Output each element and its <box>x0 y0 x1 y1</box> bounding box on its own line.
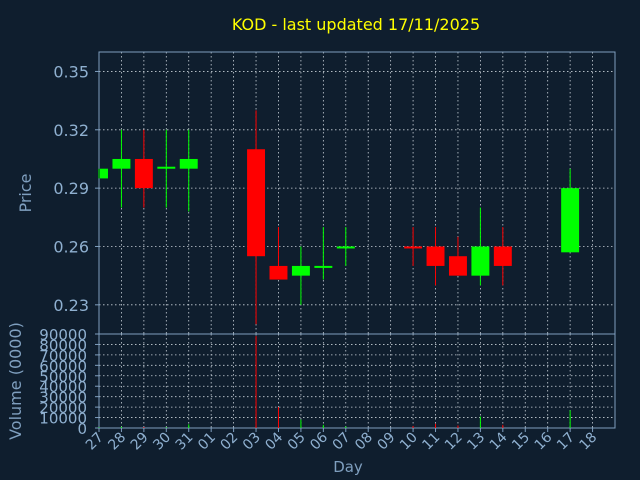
volume-bars <box>98 336 571 428</box>
candle-body <box>247 149 266 257</box>
price-tick-label: 0.35 <box>53 62 89 81</box>
volume-tick-label: 60000 <box>39 357 87 375</box>
candle-body <box>291 265 310 276</box>
price-tick-label: 0.32 <box>53 121 89 140</box>
candle-body <box>112 158 131 169</box>
price-tick-label: 0.26 <box>53 237 89 256</box>
x-axis: 2728293031010203040506070809101112131415… <box>83 428 600 453</box>
candle-body <box>336 246 355 249</box>
candle-body <box>561 188 580 253</box>
volume-panel-frame <box>98 333 616 429</box>
volume-tick-label: 70000 <box>39 347 87 365</box>
candle-body <box>269 265 288 280</box>
candles <box>98 110 580 325</box>
volume-tick-label: 40000 <box>39 378 87 396</box>
candle-body <box>448 256 467 276</box>
volume-tick-label: 10000 <box>39 410 87 428</box>
price-axis-label: Price <box>16 173 35 212</box>
price-tick-label: 0.23 <box>53 296 89 315</box>
candle-body <box>157 166 176 169</box>
volume-tick-label: 80000 <box>39 336 87 354</box>
x-axis-label: Day <box>333 458 363 476</box>
candle-body <box>493 246 512 266</box>
candle-body <box>100 168 108 179</box>
volume-tick-label: 30000 <box>39 389 87 407</box>
volume-tick-label: 50000 <box>39 368 87 386</box>
candle-body <box>426 246 445 266</box>
candle-body <box>404 246 423 249</box>
price-y-axis: 0.23 0.26 0.29 0.32 0.35 <box>53 62 99 315</box>
candle-body <box>314 265 333 268</box>
candle-body <box>134 158 153 189</box>
volume-y-axis: 0100002000030000400005000060000700008000… <box>39 326 99 438</box>
volume-tick-label: 0 <box>77 420 87 438</box>
volume-tick-label: 90000 <box>39 326 87 344</box>
volume-axis-label: Volume (0000) <box>6 322 25 440</box>
candle-body <box>179 158 198 169</box>
candle-body <box>471 246 490 276</box>
volume-tick-label: 20000 <box>39 399 87 417</box>
chart-title: KOD - last updated 17/11/2025 <box>232 15 480 34</box>
price-tick-label: 0.29 <box>53 179 89 198</box>
